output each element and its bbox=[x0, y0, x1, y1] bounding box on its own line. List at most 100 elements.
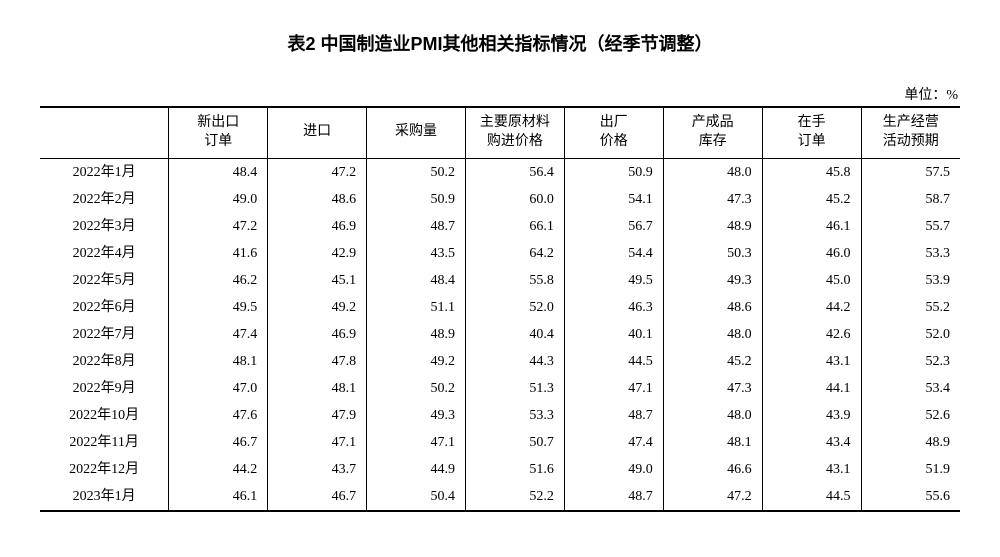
table-row: 2022年2月49.048.650.960.054.147.345.258.7 bbox=[40, 186, 960, 213]
table-row: 2022年1月48.447.250.256.450.948.045.857.5 bbox=[40, 158, 960, 186]
cell-value: 47.9 bbox=[268, 402, 367, 429]
cell-value: 48.0 bbox=[663, 158, 762, 186]
cell-value: 48.7 bbox=[367, 213, 466, 240]
cell-value: 48.6 bbox=[268, 186, 367, 213]
cell-value: 45.2 bbox=[762, 186, 861, 213]
table-row: 2022年10月47.647.949.353.348.748.043.952.6 bbox=[40, 402, 960, 429]
cell-value: 55.8 bbox=[465, 267, 564, 294]
table-row: 2022年9月47.048.150.251.347.147.344.153.4 bbox=[40, 375, 960, 402]
pmi-table: 新出口订单 进口 采购量 主要原材料购进价格 出厂价格 产成品库存 在手订单 生… bbox=[40, 106, 960, 512]
cell-value: 47.1 bbox=[564, 375, 663, 402]
cell-value: 46.9 bbox=[268, 213, 367, 240]
cell-value: 52.2 bbox=[465, 483, 564, 511]
cell-value: 50.2 bbox=[367, 375, 466, 402]
table-body: 2022年1月48.447.250.256.450.948.045.857.52… bbox=[40, 158, 960, 511]
cell-period: 2022年8月 bbox=[40, 348, 169, 375]
cell-value: 49.0 bbox=[169, 186, 268, 213]
table-head: 新出口订单 进口 采购量 主要原材料购进价格 出厂价格 产成品库存 在手订单 生… bbox=[40, 107, 960, 158]
cell-value: 50.4 bbox=[367, 483, 466, 511]
cell-value: 53.4 bbox=[861, 375, 960, 402]
cell-value: 49.2 bbox=[367, 348, 466, 375]
cell-value: 52.3 bbox=[861, 348, 960, 375]
cell-value: 64.2 bbox=[465, 240, 564, 267]
cell-value: 46.7 bbox=[268, 483, 367, 511]
cell-value: 45.8 bbox=[762, 158, 861, 186]
cell-value: 43.9 bbox=[762, 402, 861, 429]
cell-value: 60.0 bbox=[465, 186, 564, 213]
cell-value: 47.1 bbox=[268, 429, 367, 456]
cell-value: 44.2 bbox=[762, 294, 861, 321]
cell-value: 46.1 bbox=[762, 213, 861, 240]
cell-period: 2022年7月 bbox=[40, 321, 169, 348]
cell-value: 50.2 bbox=[367, 158, 466, 186]
header-row: 新出口订单 进口 采购量 主要原材料购进价格 出厂价格 产成品库存 在手订单 生… bbox=[40, 107, 960, 158]
cell-period: 2022年4月 bbox=[40, 240, 169, 267]
cell-value: 53.3 bbox=[465, 402, 564, 429]
cell-period: 2022年12月 bbox=[40, 456, 169, 483]
cell-value: 49.3 bbox=[367, 402, 466, 429]
cell-value: 47.8 bbox=[268, 348, 367, 375]
cell-value: 49.3 bbox=[663, 267, 762, 294]
cell-value: 42.9 bbox=[268, 240, 367, 267]
cell-value: 40.1 bbox=[564, 321, 663, 348]
cell-value: 53.9 bbox=[861, 267, 960, 294]
cell-period: 2022年10月 bbox=[40, 402, 169, 429]
cell-value: 47.2 bbox=[663, 483, 762, 511]
cell-period: 2022年1月 bbox=[40, 158, 169, 186]
cell-value: 47.2 bbox=[268, 158, 367, 186]
cell-value: 44.1 bbox=[762, 375, 861, 402]
table-row: 2022年3月47.246.948.766.156.748.946.155.7 bbox=[40, 213, 960, 240]
cell-value: 52.0 bbox=[861, 321, 960, 348]
cell-value: 53.3 bbox=[861, 240, 960, 267]
cell-value: 45.1 bbox=[268, 267, 367, 294]
cell-value: 43.4 bbox=[762, 429, 861, 456]
table-row: 2022年4月41.642.943.564.254.450.346.053.3 bbox=[40, 240, 960, 267]
table-row: 2022年8月48.147.849.244.344.545.243.152.3 bbox=[40, 348, 960, 375]
cell-value: 48.1 bbox=[169, 348, 268, 375]
cell-value: 55.2 bbox=[861, 294, 960, 321]
header-purchase-volume: 采购量 bbox=[367, 107, 466, 158]
cell-value: 47.3 bbox=[663, 375, 762, 402]
cell-value: 46.2 bbox=[169, 267, 268, 294]
header-new-export-orders: 新出口订单 bbox=[169, 107, 268, 158]
cell-value: 47.4 bbox=[564, 429, 663, 456]
cell-value: 44.2 bbox=[169, 456, 268, 483]
cell-value: 43.1 bbox=[762, 456, 861, 483]
cell-value: 52.0 bbox=[465, 294, 564, 321]
header-finished-goods-inventory: 产成品库存 bbox=[663, 107, 762, 158]
cell-value: 48.1 bbox=[663, 429, 762, 456]
cell-value: 48.1 bbox=[268, 375, 367, 402]
cell-value: 49.2 bbox=[268, 294, 367, 321]
cell-value: 46.3 bbox=[564, 294, 663, 321]
cell-value: 47.1 bbox=[367, 429, 466, 456]
cell-value: 48.6 bbox=[663, 294, 762, 321]
cell-value: 50.7 bbox=[465, 429, 564, 456]
cell-value: 40.4 bbox=[465, 321, 564, 348]
table-row: 2022年11月46.747.147.150.747.448.143.448.9 bbox=[40, 429, 960, 456]
cell-period: 2023年1月 bbox=[40, 483, 169, 511]
header-backlog-orders: 在手订单 bbox=[762, 107, 861, 158]
cell-value: 51.9 bbox=[861, 456, 960, 483]
cell-period: 2022年9月 bbox=[40, 375, 169, 402]
cell-period: 2022年6月 bbox=[40, 294, 169, 321]
header-imports: 进口 bbox=[268, 107, 367, 158]
cell-value: 54.1 bbox=[564, 186, 663, 213]
cell-value: 44.3 bbox=[465, 348, 564, 375]
header-ex-factory-price: 出厂价格 bbox=[564, 107, 663, 158]
unit-label: 单位：% bbox=[40, 84, 960, 104]
cell-value: 49.0 bbox=[564, 456, 663, 483]
cell-value: 48.0 bbox=[663, 402, 762, 429]
cell-value: 44.5 bbox=[564, 348, 663, 375]
cell-value: 48.9 bbox=[663, 213, 762, 240]
cell-value: 43.5 bbox=[367, 240, 466, 267]
cell-value: 47.0 bbox=[169, 375, 268, 402]
cell-value: 48.7 bbox=[564, 402, 663, 429]
table-row: 2023年1月46.146.750.452.248.747.244.555.6 bbox=[40, 483, 960, 511]
cell-value: 54.4 bbox=[564, 240, 663, 267]
header-period bbox=[40, 107, 169, 158]
cell-period: 2022年11月 bbox=[40, 429, 169, 456]
cell-period: 2022年5月 bbox=[40, 267, 169, 294]
header-business-expectations: 生产经营活动预期 bbox=[861, 107, 960, 158]
cell-value: 47.2 bbox=[169, 213, 268, 240]
cell-value: 56.7 bbox=[564, 213, 663, 240]
